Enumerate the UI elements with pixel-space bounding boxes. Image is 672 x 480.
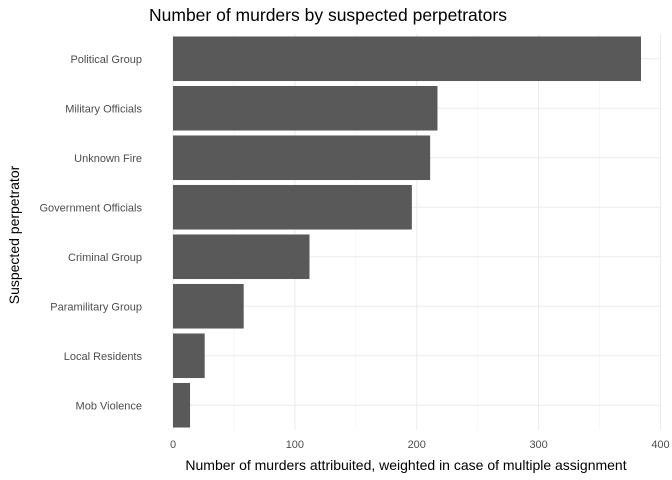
y-tick-label: Paramilitary Group bbox=[50, 301, 142, 313]
x-axis-title: Number of murders attribuited, weighted … bbox=[185, 457, 626, 473]
bar-government-officials bbox=[173, 184, 412, 230]
y-tick-label: Local Residents bbox=[64, 351, 143, 363]
bar-paramilitary-group bbox=[173, 283, 244, 329]
y-axis-title: Suspected perpetrator bbox=[6, 165, 22, 304]
bars bbox=[173, 36, 641, 428]
bar-military-officials bbox=[173, 85, 438, 131]
bar-unknown-fire bbox=[173, 135, 431, 181]
bar-mob-violence bbox=[173, 382, 191, 428]
x-tick-label: 100 bbox=[286, 439, 304, 451]
y-tick-label: Government Officials bbox=[39, 202, 142, 214]
bar-criminal-group bbox=[173, 234, 310, 280]
bar-political-group bbox=[173, 36, 641, 82]
x-tick-label: 0 bbox=[170, 439, 176, 451]
y-tick-label: Political Group bbox=[70, 54, 142, 66]
chart-title: Number of murders by suspected perpetrat… bbox=[149, 5, 507, 25]
y-tick-label: Military Officials bbox=[65, 103, 142, 115]
y-tick-label: Criminal Group bbox=[68, 252, 142, 264]
x-tick-label: 200 bbox=[408, 439, 426, 451]
y-axis-tick-labels: Political Group Military Officials Unknown… bbox=[39, 54, 142, 413]
x-axis-tick-labels: 0 100 200 300 400 bbox=[170, 439, 670, 451]
x-tick-label: 400 bbox=[651, 439, 669, 451]
y-tick-label: Mob Violence bbox=[76, 400, 142, 412]
y-tick-label: Unknown Fire bbox=[74, 153, 142, 165]
x-tick-label: 300 bbox=[529, 439, 547, 451]
bar-local-residents bbox=[173, 333, 205, 379]
